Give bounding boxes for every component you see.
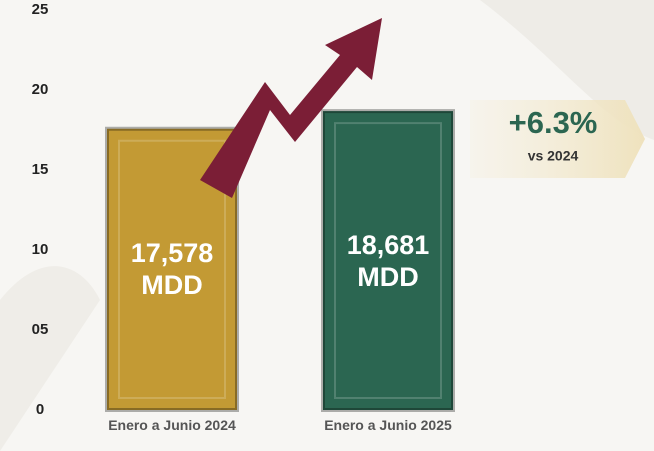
x-tick-label: Enero a Junio 2024	[102, 417, 242, 433]
x-tick-label: Enero a Junio 2025	[318, 417, 458, 433]
annotation-sub: vs 2024	[528, 148, 579, 164]
y-tick-label: 20	[32, 81, 49, 98]
annotation: +6.3%	[509, 105, 598, 140]
bg-shape	[0, 266, 100, 451]
value-label: 18,681 MDD	[333, 229, 443, 293]
y-tick-label: 0	[36, 401, 44, 418]
y-tick-label: 15	[32, 161, 49, 178]
y-tick-label: 05	[32, 321, 49, 338]
y-tick-label: 10	[32, 241, 49, 258]
chart: 0 05 10 15 20 25 +6.3% vs 2024 17,578 MDD Ener…	[0, 0, 654, 451]
y-tick-label: 25	[32, 1, 49, 18]
value-label: 17,578 MDD	[117, 237, 227, 301]
chart-svg: 0 05 10 15 20 25 +6.3% vs 2024	[0, 0, 654, 451]
